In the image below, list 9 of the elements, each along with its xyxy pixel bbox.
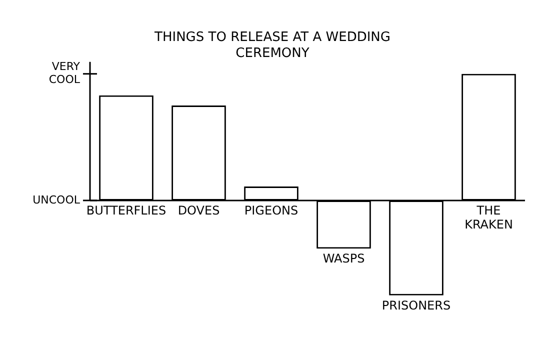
x-tick-label: BUTTERFLIES	[86, 204, 166, 218]
x-tick-label: THE KRAKEN	[464, 204, 513, 232]
x-tick-label: PRISONERS	[382, 298, 451, 313]
x-tick-label: WASPS	[322, 252, 365, 266]
x-tick-label: PIGEONS	[244, 204, 298, 218]
text: UNCOOL	[32, 193, 81, 206]
text: VERY COOL	[48, 60, 81, 86]
x-tick-label: DOVES	[178, 204, 220, 218]
chart-title: THINGS TO RELEASE AT A WEDDING CEREMONY	[154, 30, 390, 61]
